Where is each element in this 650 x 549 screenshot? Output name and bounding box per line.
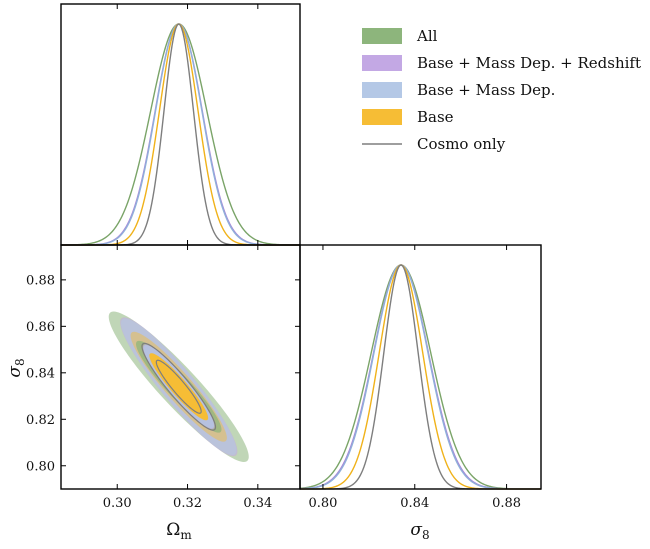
sigma8-posterior-panel xyxy=(299,264,541,490)
legend-swatch xyxy=(362,55,402,71)
omega-m-curve-cosmo-only xyxy=(61,23,300,246)
contour-68-cosmo-only xyxy=(155,359,202,414)
omega-m-curve-base-mass-dep xyxy=(61,23,300,246)
ytick-label-sigma8: 0.86 xyxy=(26,320,55,335)
omega-m-posterior-panel xyxy=(60,23,300,246)
omega-m-curve-all xyxy=(60,23,300,246)
legend: All Base + Mass Dep. + Redshift Base + Mas… xyxy=(362,27,641,153)
legend-label: Base xyxy=(417,108,454,126)
ytick-label-sigma8: 0.82 xyxy=(26,413,55,428)
panel-frames xyxy=(60,3,542,490)
legend-label: Cosmo only xyxy=(417,135,506,153)
sigma8-curve-base xyxy=(299,264,541,490)
ytick-label-sigma8: 0.80 xyxy=(26,459,55,474)
legend-item-cosmo-only: Cosmo only xyxy=(362,135,506,153)
xtick-label-sigma8: 0.88 xyxy=(492,496,521,511)
y-axis-title-sigma8: σ8 xyxy=(5,358,27,377)
contour-68-base xyxy=(149,353,209,421)
axis-ticks: 0.30 0.32 0.34 0.80 0.82 0.84 0.86 0.88 0.80 0.84… xyxy=(26,4,521,511)
xtick-label-sigma8: 0.80 xyxy=(308,496,337,511)
legend-item-base-mass-dep-redshift: Base + Mass Dep. + Redshift xyxy=(362,54,641,72)
legend-item-base: Base xyxy=(362,108,454,126)
frame-top xyxy=(60,3,301,246)
xtick-label-omega-m: 0.34 xyxy=(243,496,272,511)
sigma8-curve-base-mass-dep-redshift xyxy=(299,264,541,490)
legend-swatch xyxy=(362,82,402,98)
ytick-label-sigma8: 0.84 xyxy=(26,366,55,381)
legend-label: Base + Mass Dep. xyxy=(417,81,555,99)
x-axis-title-sigma8: σ8 xyxy=(410,520,429,542)
xtick-label-sigma8: 0.84 xyxy=(400,496,429,511)
frame-right xyxy=(299,244,542,490)
omega-m-curve-base xyxy=(61,23,300,246)
legend-item-all: All xyxy=(362,27,438,45)
legend-label: All xyxy=(416,27,438,45)
omega-m-curve-base-mass-dep-redshift xyxy=(61,23,300,246)
omega-sigma8-contour-panel xyxy=(108,311,249,462)
ytick-label-sigma8: 0.88 xyxy=(26,273,55,288)
sigma8-curve-base-mass-dep xyxy=(299,264,541,490)
x-axis-title-omega-m: Ωm xyxy=(166,520,192,542)
axis-labels: Ωm σ8 σ8 xyxy=(5,358,430,542)
sigma8-curve-all xyxy=(299,264,541,490)
legend-label: Base + Mass Dep. + Redshift xyxy=(417,54,641,72)
xtick-label-omega-m: 0.32 xyxy=(173,496,202,511)
contour-95-cosmo-only xyxy=(141,342,217,431)
legend-swatch xyxy=(362,28,402,44)
legend-item-base-mass-dep: Base + Mass Dep. xyxy=(362,81,555,99)
legend-swatch xyxy=(362,109,402,125)
xtick-label-omega-m: 0.30 xyxy=(103,496,132,511)
sigma8-curve-cosmo-only xyxy=(300,264,541,490)
